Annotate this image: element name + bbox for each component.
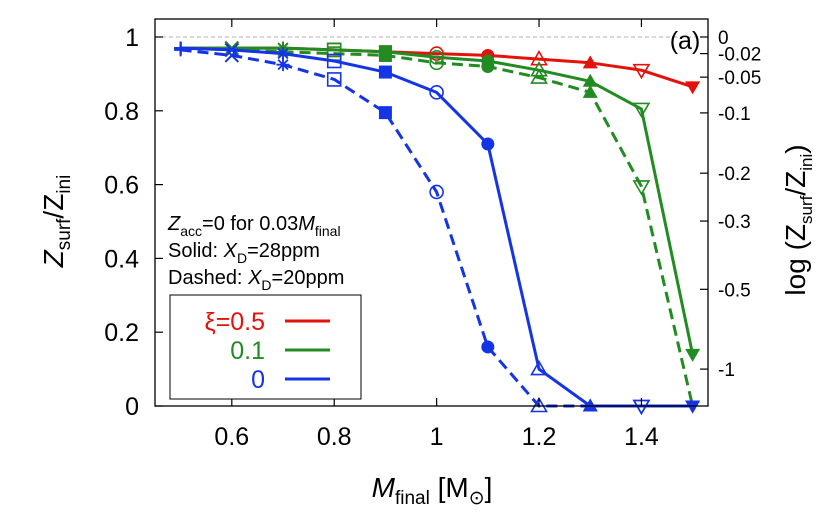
marker-square-filled — [378, 48, 392, 62]
marker-square-filled — [378, 106, 392, 120]
series-line — [180, 46, 695, 355]
x-tick-label: 1 — [430, 423, 444, 451]
series-line — [180, 46, 694, 89]
marker-triangle-open — [530, 359, 548, 376]
x-tick-label: 0.6 — [214, 423, 249, 451]
y-tick-label: 0.2 — [104, 319, 139, 347]
marker-star — [276, 58, 290, 72]
marker-triangle-open — [530, 61, 548, 77]
y-tick-label: 0 — [125, 393, 139, 421]
x-tick-label: 1.4 — [624, 423, 659, 451]
y2-tick-label: -0.3 — [718, 212, 751, 233]
marker-circle-filled — [481, 137, 495, 151]
marker-square-filled — [378, 65, 392, 79]
plot-frame — [154, 18, 709, 407]
y-axis-title: Zsurf/Zini — [38, 175, 75, 269]
x-tick-label: 0.8 — [317, 423, 352, 451]
legend: ξ=0.50.10 — [169, 294, 362, 400]
marker-triangle-down-open — [632, 63, 651, 80]
marker-triangle-down-open — [632, 180, 651, 196]
marker-triangle-open — [530, 396, 548, 413]
marker-x — [224, 42, 240, 58]
y-tick-label: 0.6 — [104, 172, 139, 200]
marker-triangle-filled — [582, 73, 598, 87]
panel-label: (a) — [670, 27, 701, 55]
legend-label: 0 — [251, 366, 265, 394]
marker-circle-open — [429, 184, 444, 200]
legend-label: 0.1 — [230, 337, 265, 365]
marker-triangle-filled — [582, 84, 598, 98]
y-tick-label: 1 — [125, 24, 139, 52]
marker-x — [224, 48, 240, 63]
marker-triangle-open — [530, 68, 548, 84]
annotation-line: Solid: XD=28ppm — [168, 240, 320, 266]
y2-tick-label: -0.2 — [718, 164, 751, 185]
marker-plus — [174, 43, 188, 57]
y-tick-label: 0.4 — [104, 245, 139, 273]
x-tick-label: 1.2 — [522, 423, 557, 451]
annotation-line: Dashed: XD=20ppm — [168, 267, 344, 293]
marker-circle-filled — [481, 340, 495, 354]
marker-star — [276, 47, 290, 61]
legend-box — [169, 294, 362, 400]
annotation-line: Zacc=0 for 0.03Mfinal — [167, 213, 341, 239]
y2-axis-title: log (Zsurf/Zini) — [780, 144, 816, 295]
legend-label: ξ=0.5 — [204, 308, 265, 336]
y2-tick-label: 0 — [718, 28, 729, 49]
marker-circle-open — [429, 85, 444, 100]
x-axis-title: Mfinal [M⊙] — [372, 472, 493, 509]
y2-tick-label: -0.05 — [718, 68, 761, 89]
y2-tick-label: -0.1 — [718, 104, 751, 125]
y2-tick-label: -0.02 — [718, 45, 761, 66]
marker-triangle-down-open — [632, 102, 651, 119]
marker-triangle-open — [530, 50, 548, 66]
marker-circle-open — [429, 55, 444, 71]
marker-circle-open — [429, 46, 444, 61]
marker-triangle-down-filled — [685, 81, 701, 95]
legend-entry: 0.1 — [230, 337, 330, 365]
ticks-layer: 0.6 0.8 1 1.2 1.400.20.40.60.81 0-0.02-0.05-0… — [104, 19, 761, 451]
marker-triangle-filled — [582, 398, 598, 412]
marker-triangle-down-filled — [685, 400, 701, 414]
y2-tick-label: -0.5 — [718, 280, 751, 301]
marker-square-open — [326, 72, 342, 87]
marker-square-open — [326, 53, 342, 69]
marker-triangle-filled — [582, 55, 598, 69]
legend-entry: ξ=0.5 — [204, 308, 330, 336]
marker-triangle-down-filled — [685, 348, 701, 362]
legend-entry: 0 — [251, 366, 330, 394]
y2-tick-label: -1 — [718, 360, 735, 381]
marker-circle-filled — [481, 60, 495, 74]
y-tick-label: 0.8 — [104, 98, 139, 126]
